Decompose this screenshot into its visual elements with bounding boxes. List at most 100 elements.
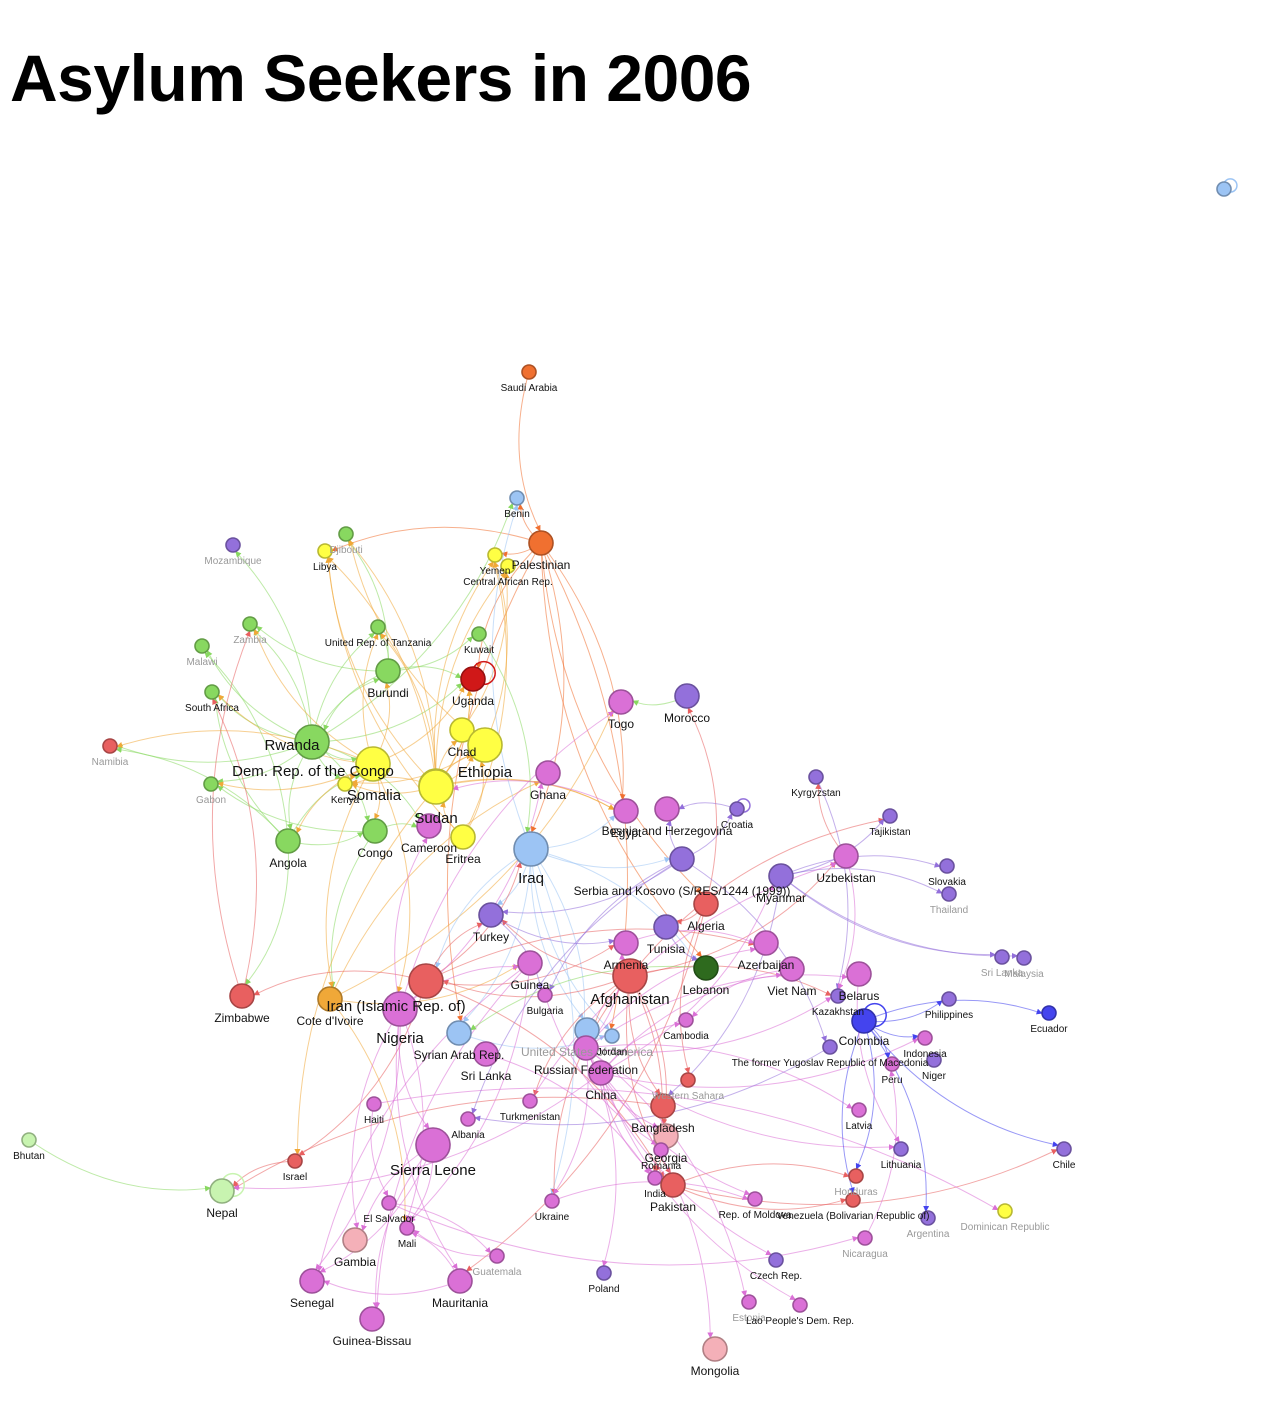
node-nepal[interactable] [209, 1178, 235, 1204]
node-nicaragua[interactable] [857, 1230, 873, 1246]
node-guatemala[interactable] [489, 1248, 505, 1264]
node-srilanka2[interactable] [994, 949, 1010, 965]
node-togo[interactable] [608, 689, 634, 715]
node-indonesia[interactable] [917, 1030, 933, 1046]
node-mauritania[interactable] [447, 1268, 473, 1294]
node-romania[interactable] [653, 1142, 669, 1158]
node-armenia[interactable] [613, 930, 639, 956]
node-chile[interactable] [1056, 1141, 1072, 1157]
node-angola[interactable] [275, 828, 301, 854]
node-westernsahara[interactable] [680, 1072, 696, 1088]
node-colombia[interactable] [851, 1008, 877, 1034]
node-bhutan[interactable] [21, 1132, 37, 1148]
node-egypt[interactable] [613, 798, 639, 824]
node-chad[interactable] [449, 717, 475, 743]
node-ethiopia[interactable] [467, 727, 503, 763]
node-thailand[interactable] [941, 886, 957, 902]
node-myanmar[interactable] [768, 863, 794, 889]
node-sierraleone[interactable] [415, 1127, 451, 1163]
node-dominican[interactable] [997, 1203, 1013, 1219]
node-uzbekistan[interactable] [833, 843, 859, 869]
node-ghana[interactable] [535, 760, 561, 786]
node-albania[interactable] [460, 1111, 476, 1127]
node-cotedivoire[interactable] [317, 986, 343, 1012]
node-ukraine[interactable] [544, 1193, 560, 1209]
node-iraq[interactable] [513, 831, 549, 867]
node-cameroon[interactable] [416, 813, 442, 839]
node-pakistan[interactable] [660, 1172, 686, 1198]
node-rwanda[interactable] [294, 724, 330, 760]
node-mongolia[interactable] [702, 1336, 728, 1362]
node-car[interactable] [500, 558, 516, 574]
node-turkey[interactable] [478, 902, 504, 928]
node-croatia[interactable] [729, 801, 745, 817]
node-mali[interactable] [399, 1220, 415, 1236]
node-cambodia[interactable] [678, 1012, 694, 1028]
node-tunisia[interactable] [653, 914, 679, 940]
node-bosnia[interactable] [654, 796, 680, 822]
node-haiti[interactable] [366, 1096, 382, 1112]
node-guineabissau[interactable] [359, 1306, 385, 1332]
node-uganda[interactable] [460, 666, 486, 692]
node-malaysia[interactable] [1016, 950, 1032, 966]
node-drc[interactable] [355, 746, 391, 782]
node-philippines[interactable] [941, 991, 957, 1007]
node-morocco[interactable] [674, 683, 700, 709]
node-gambia[interactable] [342, 1227, 368, 1253]
node-iran[interactable] [408, 963, 444, 999]
node-kenya[interactable] [337, 776, 353, 792]
node-sudan[interactable] [418, 769, 454, 805]
node-vietnam[interactable] [779, 956, 805, 982]
node-syria[interactable] [446, 1020, 472, 1046]
node-tajikistan[interactable] [882, 808, 898, 824]
node-srilanka[interactable] [473, 1041, 499, 1067]
node-macedonia[interactable] [822, 1039, 838, 1055]
node-russia[interactable] [573, 1035, 599, 1061]
node-benin[interactable] [509, 490, 525, 506]
node-tanzania[interactable] [370, 619, 386, 635]
node-guinea[interactable] [517, 950, 543, 976]
node-eritrea[interactable] [450, 824, 476, 850]
node-latvia[interactable] [851, 1102, 867, 1118]
node-estonia[interactable] [741, 1294, 757, 1310]
node-nicaragua2[interactable] [926, 1052, 942, 1068]
node-senegal[interactable] [299, 1268, 325, 1294]
node-turkmenistan[interactable] [522, 1093, 538, 1109]
node-laos[interactable] [792, 1297, 808, 1313]
node-jordan[interactable] [604, 1028, 620, 1044]
node-serbia[interactable] [669, 846, 695, 872]
node-india[interactable] [647, 1170, 663, 1186]
node-venezuela[interactable] [845, 1192, 861, 1208]
node-argentina[interactable] [920, 1210, 936, 1226]
node-kazakhstan[interactable] [830, 988, 846, 1004]
node-isolated[interactable] [1216, 181, 1232, 197]
node-czech[interactable] [768, 1252, 784, 1268]
node-namibia[interactable] [102, 738, 118, 754]
node-elsalvador[interactable] [381, 1195, 397, 1211]
node-zambia[interactable] [242, 616, 258, 632]
node-kyrgyzstan[interactable] [808, 769, 824, 785]
node-ecuador[interactable] [1041, 1005, 1057, 1021]
node-moldova[interactable] [747, 1191, 763, 1207]
node-belarus[interactable] [846, 961, 872, 987]
node-djibouti[interactable] [338, 526, 354, 542]
node-china[interactable] [588, 1060, 614, 1086]
node-congo[interactable] [362, 818, 388, 844]
node-azerbaijan[interactable] [753, 930, 779, 956]
node-yemen[interactable] [487, 547, 503, 563]
node-poland[interactable] [596, 1265, 612, 1281]
node-kuwait[interactable] [471, 626, 487, 642]
node-slovakia[interactable] [939, 858, 955, 874]
node-mozambique[interactable] [225, 537, 241, 553]
node-gabon[interactable] [203, 776, 219, 792]
node-israel[interactable] [287, 1153, 303, 1169]
node-nigeria[interactable] [382, 991, 418, 1027]
node-honduras[interactable] [848, 1168, 864, 1184]
node-zimbabwe[interactable] [229, 983, 255, 1009]
node-bangladesh[interactable] [650, 1093, 676, 1119]
node-peru[interactable] [884, 1056, 900, 1072]
node-saudi[interactable] [521, 364, 537, 380]
node-palestinian[interactable] [528, 530, 554, 556]
node-bulgaria[interactable] [537, 987, 553, 1003]
